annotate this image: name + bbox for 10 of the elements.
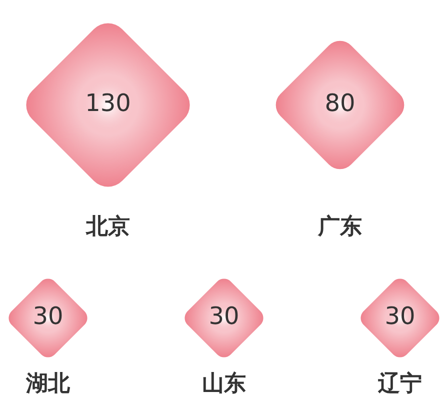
category-label: 北京: [85, 214, 130, 240]
data-label: 30: [32, 302, 64, 330]
data-label: 30: [384, 302, 416, 330]
data-label: 80: [324, 89, 356, 118]
data-label: 130: [85, 89, 131, 118]
category-label: 山东: [202, 370, 246, 397]
category-label: 广东: [317, 214, 362, 240]
category-label: 湖北: [25, 372, 71, 397]
data-label: 30: [208, 302, 240, 330]
category-label: 辽宁: [377, 370, 422, 397]
